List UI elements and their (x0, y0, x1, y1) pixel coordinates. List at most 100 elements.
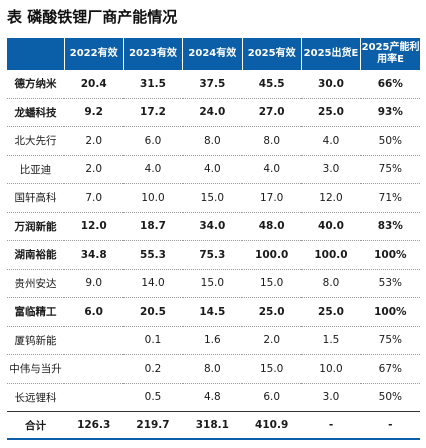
table-row: 比亚迪 2.0 4.0 4.0 4.0 3.0 75% (7, 155, 420, 184)
value-cell: 100% (360, 240, 420, 270)
value-cell: 4.0 (242, 155, 302, 184)
value-cell: 45.5 (242, 70, 302, 99)
company-name-cell: 龙蟠科技 (7, 98, 65, 127)
total-value-cell: - (301, 411, 361, 440)
company-name-cell: 比亚迪 (7, 155, 65, 184)
value-cell: 31.5 (123, 70, 183, 99)
value-cell: 8.0 (301, 269, 361, 298)
total-value-cell: 410.9 (242, 411, 302, 440)
table-row: 贵州安达 9.0 14.0 15.0 15.0 8.0 53% (7, 269, 420, 298)
value-cell: 75.3 (182, 240, 242, 270)
capacity-table-container: 2022有效 2023有效 2024有效 2025有效 2025出货E 2025产能利用率… (7, 38, 420, 440)
table-row: 富临精工 6.0 20.5 14.5 25.0 25.0 100% (7, 297, 420, 327)
value-cell: 10.0 (123, 183, 183, 213)
header-cell: 2024有效 (182, 38, 243, 70)
value-cell: 1.5 (301, 326, 361, 355)
value-cell: 50% (360, 383, 420, 412)
value-cell: 34.8 (64, 240, 124, 270)
value-cell: 3.0 (301, 383, 361, 412)
capacity-table: 2022有效 2023有效 2024有效 2025有效 2025出货E 2025产能利用率… (7, 38, 420, 440)
value-cell: 9.0 (64, 269, 124, 298)
header-cell: 2025出货E (301, 38, 362, 70)
total-value-cell: 318.1 (182, 411, 242, 440)
value-cell: 83% (360, 212, 420, 241)
value-cell: 9.2 (64, 98, 124, 127)
company-name-cell: 厦钨新能 (7, 326, 65, 355)
table-row: 长远锂科 0.5 4.8 6.0 3.0 50% (7, 383, 420, 412)
company-name-cell: 富临精工 (7, 297, 65, 327)
header-row: 2022有效 2023有效 2024有效 2025有效 2025出货E 2025产能利用率… (7, 38, 420, 70)
value-cell: 10.0 (301, 354, 361, 384)
value-cell: 6.0 (242, 383, 302, 412)
value-cell: 48.0 (242, 212, 302, 241)
value-cell (64, 326, 124, 355)
company-name-cell: 长远锂科 (7, 383, 65, 412)
company-name-cell: 万润新能 (7, 212, 65, 241)
value-cell: 15.0 (242, 354, 302, 384)
value-cell: 25.0 (242, 297, 302, 327)
table-row: 万润新能 12.0 18.7 34.0 48.0 40.0 83% (7, 212, 420, 241)
value-cell: 14.0 (123, 269, 183, 298)
table-row: 国轩高科 7.0 10.0 15.0 17.0 12.0 71% (7, 183, 420, 213)
value-cell: 6.0 (64, 297, 124, 327)
table-row: 龙蟠科技 9.2 17.2 24.0 27.0 25.0 93% (7, 98, 420, 127)
value-cell: 12.0 (64, 212, 124, 241)
total-label-cell: 合计 (7, 411, 65, 440)
value-cell: 8.0 (182, 126, 242, 156)
value-cell: 14.5 (182, 297, 242, 327)
table-title: 表 磷酸铁锂厂商产能情况 (7, 8, 178, 26)
value-cell: 4.0 (301, 126, 361, 156)
value-cell: 2.0 (242, 326, 302, 355)
company-name-cell: 北大先行 (7, 126, 65, 156)
table-body: 德方纳米 20.4 31.5 37.5 45.5 30.0 66% 龙蟠科技 9.2 17.2 24… (7, 70, 420, 412)
value-cell: 30.0 (301, 70, 361, 99)
value-cell: 75% (360, 326, 420, 355)
value-cell: 25.0 (301, 98, 361, 127)
value-cell: 8.0 (242, 126, 302, 156)
company-name-cell: 国轩高科 (7, 183, 65, 213)
value-cell: 53% (360, 269, 420, 298)
value-cell: 25.0 (301, 297, 361, 327)
value-cell: 0.2 (123, 354, 183, 384)
value-cell: 100.0 (242, 240, 302, 270)
total-row: 合计 126.3 219.7 318.1 410.9- - (7, 411, 420, 440)
value-cell: 93% (360, 98, 420, 127)
value-cell: 2.0 (64, 155, 124, 184)
value-cell: 15.0 (242, 269, 302, 298)
value-cell: 67% (360, 354, 420, 384)
value-cell: 8.0 (182, 354, 242, 384)
value-cell: 75% (360, 155, 420, 184)
company-name-cell: 中伟与当升 (7, 354, 65, 384)
value-cell: 50% (360, 126, 420, 156)
value-cell: 18.7 (123, 212, 183, 241)
value-cell: 0.1 (123, 326, 183, 355)
table-row: 湖南裕能 34.8 55.3 75.3 100.0 100.0 100% (7, 240, 420, 270)
value-cell: 27.0 (242, 98, 302, 127)
header-cell-blank (7, 38, 65, 70)
value-cell (64, 354, 124, 384)
header-cell: 2025产能利用率E (360, 38, 420, 70)
value-cell: 66% (360, 70, 420, 99)
value-cell: 7.0 (64, 183, 124, 213)
value-cell: 24.0 (182, 98, 242, 127)
header-cell: 2025有效 (242, 38, 302, 70)
total-value-cell: - (360, 411, 420, 440)
table-row: 北大先行 2.0 6.0 8.0 8.0 4.0 50% (7, 126, 420, 156)
value-cell: 100.0 (301, 240, 361, 270)
value-cell: 37.5 (182, 70, 242, 99)
value-cell: 1.6 (182, 326, 242, 355)
company-name-cell: 贵州安达 (7, 269, 65, 298)
header-cell: 2022有效 (64, 38, 124, 70)
table-row: 中伟与当升 0.2 8.0 15.0 10.0 67% (7, 354, 420, 384)
company-name-cell: 德方纳米 (7, 70, 65, 99)
value-cell: 20.4 (64, 70, 124, 99)
value-cell: 17.0 (242, 183, 302, 213)
value-cell: 4.0 (123, 155, 183, 184)
value-cell: 17.2 (123, 98, 183, 127)
value-cell: 55.3 (123, 240, 183, 270)
header-cell: 2023有效 (123, 38, 184, 70)
value-cell: 100% (360, 297, 420, 327)
table-footer: 合计 126.3 219.7 318.1 410.9- - (7, 411, 420, 440)
value-cell: 0.5 (123, 383, 183, 412)
value-cell: 12.0 (301, 183, 361, 213)
